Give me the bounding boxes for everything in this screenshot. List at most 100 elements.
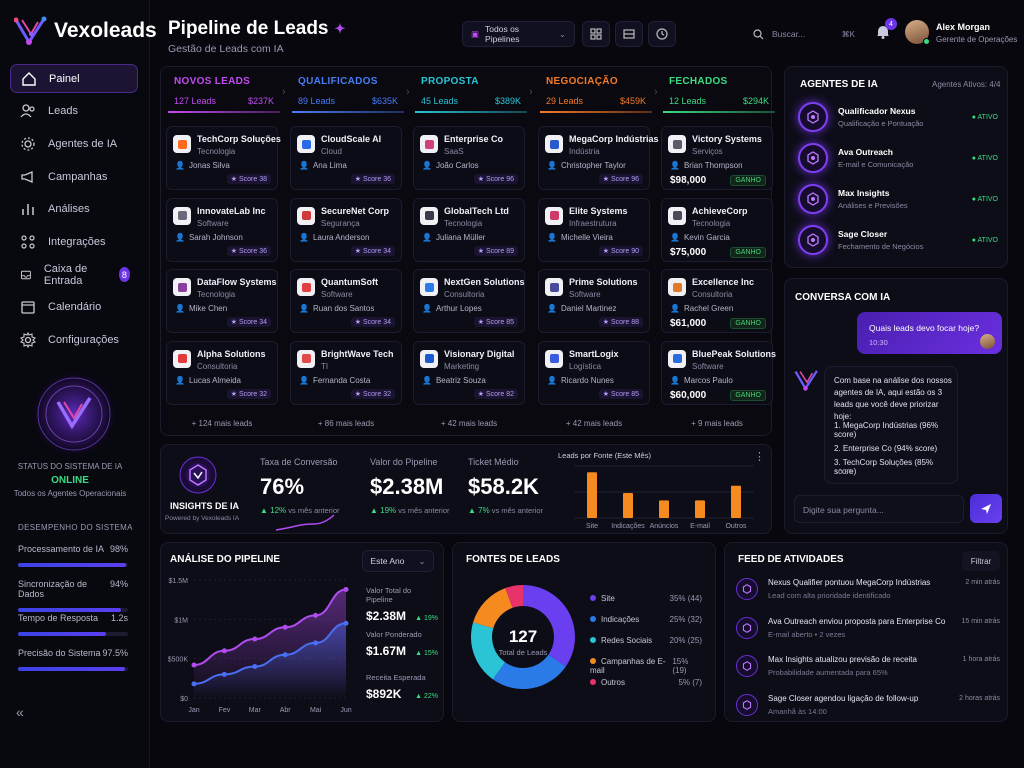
grid-view-button[interactable]	[582, 21, 610, 47]
period-select[interactable]: Este Ano ⌄	[362, 550, 434, 572]
kpi-value: 76%	[260, 474, 305, 499]
legend-label: Indicações	[601, 615, 640, 624]
lead-card[interactable]: NextGen Solutions Consultoria 👤 Arthur Lope…	[413, 269, 525, 333]
lead-score: ★ Score 34	[226, 317, 271, 327]
lead-card[interactable]: Victory Systems Serviços 👤 Brian Thompson $9…	[661, 126, 773, 190]
bar-indicações	[623, 493, 633, 518]
sidebar-item-análises[interactable]: Análises	[10, 195, 138, 224]
chat-title: CONVERSA COM IA	[795, 292, 891, 303]
more-leads-link[interactable]: + 124 mais leads	[191, 419, 253, 428]
star-icon: ★	[230, 176, 239, 183]
series-point	[343, 620, 349, 626]
pipeline-column-header[interactable]: NOVOS LEADS 127 Leads $237K	[168, 76, 280, 113]
lead-card[interactable]: GlobalTech Ltd Tecnologia 👤 Juliana Müller ★…	[413, 197, 525, 262]
star-icon: ★	[354, 176, 363, 183]
person-icon: 👤	[299, 232, 309, 242]
contact-name: 👤 Marcos Paulo	[670, 375, 733, 385]
lead-card[interactable]: SmartLogix Logística 👤 Ricardo Nunes ★ Score…	[538, 340, 650, 405]
sidebar-item-label: Análises	[48, 203, 90, 216]
sidebar-item-caixa-de-entrada[interactable]: Caixa de Entrada 8	[10, 260, 138, 289]
collapse-sidebar-icon[interactable]: «	[16, 704, 24, 720]
more-leads-link[interactable]: + 42 mais leads	[565, 419, 623, 428]
agent-row[interactable]: Qualificador Nexus Qualificação e Pontuaç…	[798, 102, 998, 132]
person-icon: 👤	[299, 375, 309, 385]
lead-score: ★ Score 34	[350, 245, 395, 256]
lead-card[interactable]: BluePeak Solutions Software 👤 Marcos Paulo $…	[661, 340, 776, 405]
activity-item[interactable]: Sage Closer agendou ligação de follow-up…	[736, 693, 1000, 716]
pipeline-column-header[interactable]: PROPOSTA 45 Leads $389K	[415, 76, 527, 113]
ai-avatar-icon	[794, 368, 820, 392]
person-icon: 👤	[299, 161, 309, 170]
pipeline-column-header[interactable]: NEGOCIAÇÃO 29 Leads $459K	[540, 76, 652, 113]
pipeline-column-header[interactable]: QUALIFICADOS 89 Leads $635K	[292, 76, 404, 113]
deal-amount: $98,000	[670, 175, 707, 186]
send-button[interactable]	[970, 494, 1002, 523]
bar-site	[587, 472, 597, 518]
lead-card[interactable]: Elite Systems Infraestrutura 👤 Michelle Vie…	[538, 197, 650, 262]
more-leads-link[interactable]: + 42 mais leads	[440, 419, 498, 428]
company-name: SecureNet Corp	[321, 205, 390, 216]
column-title: NOVOS LEADS	[174, 76, 251, 87]
lead-card[interactable]: InnovateLab Inc Software 👤 Sarah Johnson ★ S…	[166, 197, 278, 262]
lead-card[interactable]: Alpha Solutions Consultoria 👤 Lucas Almeida…	[166, 340, 278, 405]
pipeline-stat: Receita Esperada $892K ▲ 22%	[366, 673, 438, 701]
agent-row[interactable]: Max Insights Análises e Previsões ● ATIVO	[798, 184, 998, 214]
agent-desc: Análises e Previsões	[838, 201, 908, 210]
filter-button[interactable]: Filtrar	[962, 551, 1000, 571]
x-tick-label: Jun	[340, 707, 351, 714]
sidebar-item-campanhas[interactable]: Campanhas	[10, 162, 138, 191]
list-view-button[interactable]	[615, 21, 643, 47]
lead-card[interactable]: Excellence Inc Consultoria 👤 Rachel Green $6…	[661, 269, 773, 333]
brand-logo[interactable]: Vexoleads	[14, 16, 157, 46]
more-leads-link[interactable]: + 86 mais leads	[317, 419, 375, 428]
lead-score: ★ Score 32	[226, 388, 271, 399]
sidebar-item-leads[interactable]: Leads	[10, 97, 138, 126]
search-input[interactable]: Buscar... ⌘K	[745, 21, 863, 47]
chat-input[interactable]: Digite sua pergunta...	[794, 495, 964, 523]
activity-item[interactable]: Ava Outreach enviou proposta para Enterp…	[736, 616, 1000, 639]
lead-card[interactable]: CloudScale AI Cloud 👤 Ana Lima ★ Score 36	[290, 126, 402, 190]
company-name: CloudScale AI	[321, 134, 382, 144]
lead-card[interactable]: Enterprise Co SaaS 👤 João Carlos ★ Score 96	[413, 126, 525, 190]
lead-card[interactable]: AchieveCorp Tecnologia 👤 Kevin Garcia $75,00…	[661, 197, 773, 262]
notifications-button[interactable]: 4	[876, 18, 897, 39]
company-logo	[173, 278, 191, 296]
history-button[interactable]	[648, 21, 676, 47]
company-name: Visionary Digital	[444, 348, 515, 359]
chart-menu-icon[interactable]: ⋮	[754, 451, 765, 463]
stat-delta: ▲ 22%	[415, 693, 438, 700]
sidebar-item-configurações[interactable]: Configurações	[10, 326, 138, 355]
column-count: 127 Leads	[174, 96, 217, 106]
agent-row[interactable]: Ava Outreach E-mail e Comunicação ● ATIVO	[798, 143, 998, 173]
activity-item[interactable]: Nexus Qualifier pontuou MegaCorp Indústr…	[736, 578, 1000, 600]
donut-slice-indicações	[492, 654, 566, 689]
lead-card[interactable]: TechCorp Soluções Tecnologia 👤 Jonas Silva ★…	[166, 126, 281, 190]
pipeline-select[interactable]: ▣ Todos os Pipelines ⌄	[462, 21, 575, 47]
lead-card[interactable]: Prime Solutions Software 👤 Daniel Martinez ★…	[538, 269, 650, 333]
lead-card[interactable]: BrightWave Tech TI 👤 Fernanda Costa ★ Score …	[290, 340, 402, 405]
sidebar-item-agentes-de-ia[interactable]: Agentes de IA	[10, 129, 138, 158]
gear-icon	[21, 137, 35, 151]
stat-delta: ▲ 15%	[415, 649, 438, 657]
lead-card[interactable]: Visionary Digital Marketing 👤 Beatriz Souza…	[413, 340, 525, 405]
sidebar-item-integrações[interactable]: Integrações	[10, 228, 138, 257]
sidebar-item-calendário[interactable]: Calendário	[10, 293, 138, 322]
lead-card[interactable]: SecureNet Corp Segurança 👤 Laura Anderson ★ …	[290, 197, 402, 262]
agent-icon	[798, 184, 828, 214]
legend-value: 35% (44)	[669, 594, 702, 603]
sidebar-item-painel[interactable]: Painel	[10, 64, 138, 93]
column-title: QUALIFICADOS	[298, 76, 378, 87]
company-industry: Marketing	[444, 361, 480, 371]
kpi-value: $2.38M	[370, 474, 444, 499]
more-leads-link[interactable]: + 9 mais leads	[691, 419, 743, 428]
company-logo	[420, 206, 438, 225]
company-industry: Software	[569, 290, 601, 299]
legend-value: 25% (32)	[669, 615, 702, 624]
lead-card[interactable]: QuantumSoft Software 👤 Ruan dos Santos ★ Sco…	[290, 269, 402, 333]
lead-card[interactable]: DataFlow Systems Tecnologia 👤 Mike Chen ★ Sc…	[166, 269, 278, 333]
activity-item[interactable]: Max Insights atualizou previsão de recei…	[736, 655, 1000, 677]
agent-row[interactable]: Sage Closer Fechamento de Negócios ● ATIVO	[798, 225, 998, 255]
lead-card[interactable]: MegaCorp Indústrias Indústria 👤 Christopher…	[538, 126, 659, 190]
pipeline-column-header[interactable]: FECHADOS 12 Leads $294K	[663, 76, 775, 113]
activity-title: Ava Outreach enviou proposta para Enterp…	[768, 616, 946, 626]
